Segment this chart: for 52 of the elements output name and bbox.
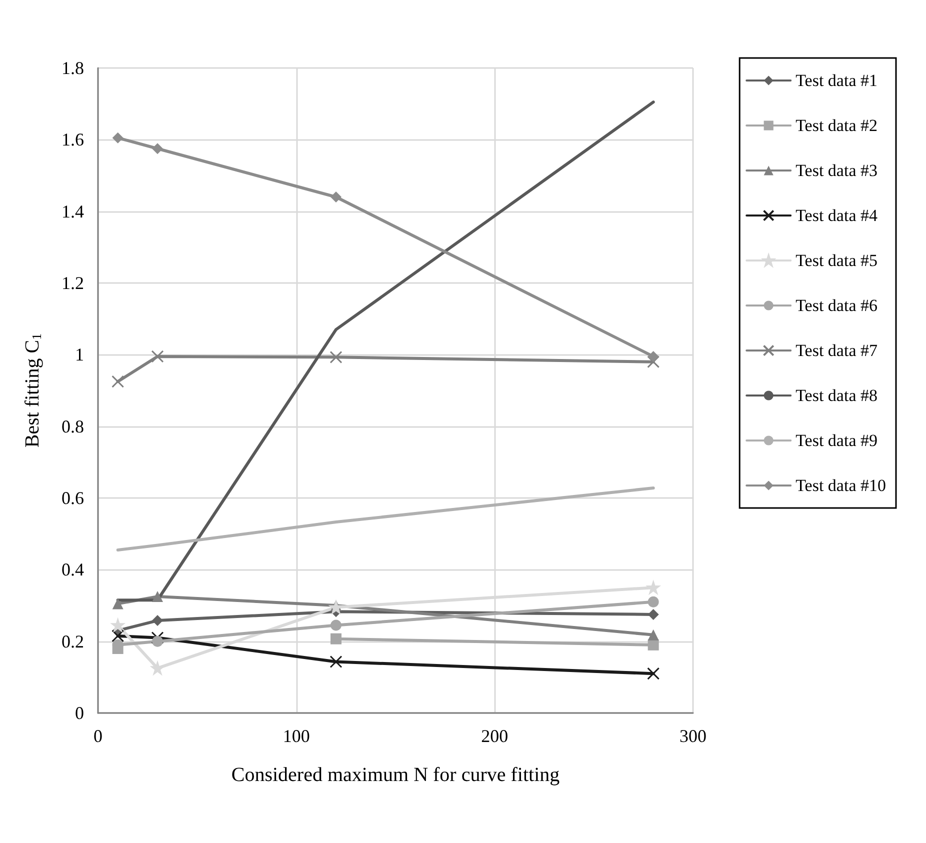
point bbox=[152, 143, 163, 154]
x-axis-title: Considered maximum N for curve fitting bbox=[231, 764, 560, 786]
x-tick-label: 0 bbox=[94, 726, 102, 746]
point bbox=[112, 630, 124, 642]
legend-label: Test data #2 bbox=[796, 116, 878, 135]
legend-label: Test data #10 bbox=[796, 476, 886, 495]
y-tick-label: 1 bbox=[75, 344, 84, 365]
point bbox=[648, 608, 659, 620]
legend-label: Test data #8 bbox=[796, 386, 878, 405]
legend-label: Test data #7 bbox=[796, 341, 878, 360]
point bbox=[647, 667, 660, 680]
y-tick-label: 0.6 bbox=[62, 488, 84, 508]
y-tick-label: 1.2 bbox=[62, 273, 84, 293]
y-axis-title: Best fitting C1 bbox=[22, 333, 44, 448]
point bbox=[330, 350, 342, 364]
y-tick-label: 0.2 bbox=[62, 631, 84, 652]
line-series bbox=[116, 486, 655, 552]
x-tick-label: 200 bbox=[481, 726, 508, 746]
point bbox=[151, 350, 164, 363]
point bbox=[330, 633, 342, 644]
point bbox=[648, 639, 659, 650]
point bbox=[152, 591, 163, 602]
point bbox=[330, 601, 342, 614]
x-tick-label: 100 bbox=[282, 726, 310, 746]
point bbox=[648, 596, 659, 608]
legend-label: Test data #6 bbox=[796, 296, 878, 315]
y-tick-label: 1.4 bbox=[62, 201, 84, 222]
y-tick-label: 0.8 bbox=[62, 416, 84, 436]
point bbox=[648, 350, 659, 362]
point bbox=[330, 656, 342, 668]
legend-label: Test data #5 bbox=[796, 251, 878, 270]
legend-label: Test data #3 bbox=[796, 161, 878, 180]
y-tick-label: 1.8 bbox=[62, 58, 84, 78]
x-tick-label: 300 bbox=[680, 726, 706, 746]
legend-label: Test data #1 bbox=[796, 71, 878, 90]
y-tick-label: 1.6 bbox=[62, 130, 84, 150]
legend-label: Test data #9 bbox=[796, 431, 878, 450]
point bbox=[330, 620, 342, 631]
point bbox=[152, 636, 163, 647]
y-tick-label: 0.4 bbox=[62, 560, 84, 580]
legend-label: Test data #4 bbox=[796, 206, 878, 225]
point bbox=[647, 581, 660, 594]
point bbox=[112, 132, 124, 144]
point bbox=[647, 356, 660, 368]
point bbox=[112, 598, 124, 610]
point bbox=[112, 618, 124, 632]
point bbox=[152, 615, 163, 626]
y-tick-label: 0 bbox=[75, 703, 84, 723]
point bbox=[151, 662, 164, 674]
point bbox=[112, 375, 124, 388]
point bbox=[648, 629, 659, 640]
point bbox=[330, 192, 342, 202]
